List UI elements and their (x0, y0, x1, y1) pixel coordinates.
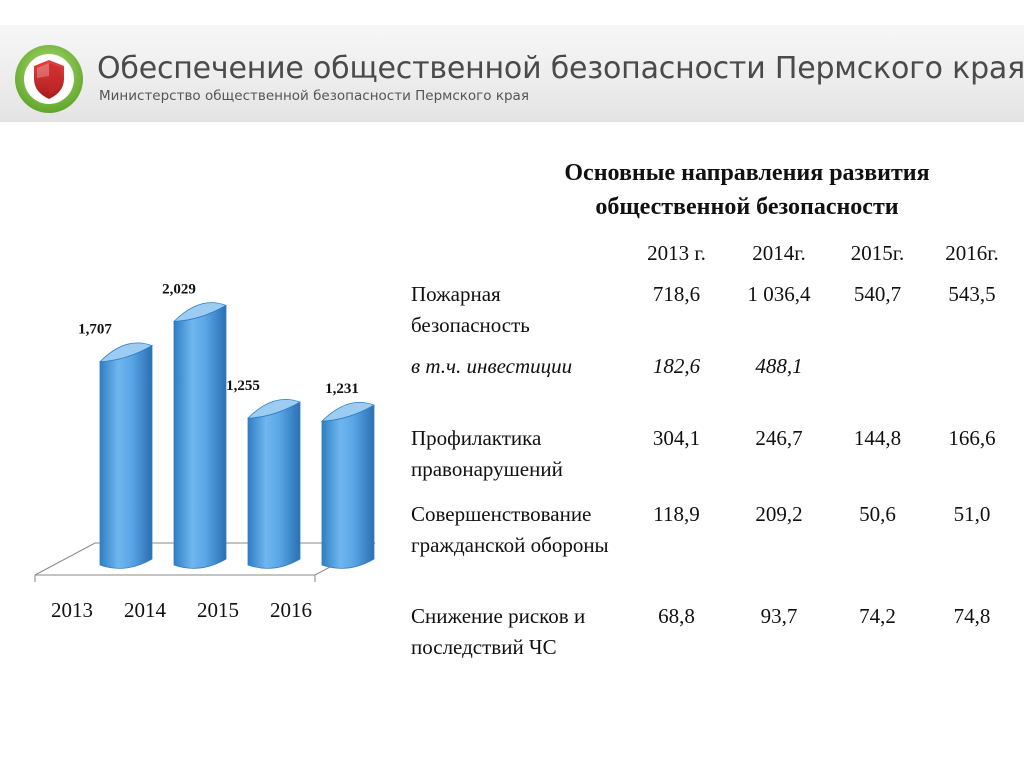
chart-bar-body (173, 304, 227, 569)
chart-x-tick: 2016 (270, 598, 312, 622)
table-row: Совершенствование гражданской обороны 11… (405, 491, 1018, 593)
table-cell: 51,0 (953, 502, 991, 526)
table-cell: 93,7 (760, 604, 798, 628)
table-cell: 1 036,4 (747, 282, 811, 306)
chart-bar-body (321, 404, 375, 569)
data-table: 2013 г. 2014г. 2015г. 2016г. Пожарная бе… (405, 235, 1018, 693)
row-label: Пожарная безопасность (411, 282, 530, 337)
table-cell: 182,6 (652, 354, 701, 378)
table-row: в т.ч. инвестиции 182,6 488,1 (405, 343, 1018, 415)
chart-x-tick: 2013 (51, 598, 93, 622)
table-header-cell: 2013 г. (647, 240, 706, 265)
chart-canvas: 1,707 2,029 1,255 1,231 2013 2014 2015 2016 (34, 281, 376, 622)
chart-bar-body (247, 401, 301, 569)
header-banner: Обеспечение общественной безопасности Пе… (0, 25, 1024, 122)
chart-data-label: 1,707 (78, 322, 112, 338)
chart-bar-top (320, 401, 375, 422)
main-title-line2: общественной безопасности (595, 194, 899, 220)
table-cell: 144,8 (853, 426, 902, 450)
chart-bar (98, 342, 153, 569)
main-title: Основные направления развития общественн… (508, 156, 986, 224)
table-cell: 68,8 (658, 604, 695, 628)
chart-x-tick: 2015 (197, 598, 239, 622)
table-cell: 209,2 (755, 502, 803, 526)
row-label: Профилактика правонарушений (411, 426, 563, 481)
chart-bar (246, 398, 301, 569)
shield-icon (14, 44, 84, 114)
chart-data-label: 2,029 (162, 281, 196, 297)
table-cell: 74,8 (953, 604, 991, 628)
table-cell: 718,6 (652, 282, 701, 306)
table-header-cell: 2016г. (945, 240, 999, 265)
row-label: в т.ч. инвестиции (411, 354, 573, 378)
chart-bar-top (98, 342, 153, 363)
table-cell (926, 343, 1018, 415)
table-cell: 166,6 (948, 426, 996, 450)
table-cell (829, 343, 926, 415)
bar-chart: 1,707 2,029 1,255 1,231 2013 2014 2015 2016 (25, 280, 376, 630)
chart-bar (172, 302, 227, 569)
chart-data-label: 1,255 (226, 378, 260, 394)
chart-bar-top (172, 302, 227, 322)
table-header-cell: 2015г. (850, 240, 905, 265)
table-row: Профилактика правонарушений 304,1 246,7 … (405, 415, 1018, 491)
row-label: Совершенствование гражданской обороны (411, 502, 609, 557)
table-cell: 304,1 (652, 426, 701, 450)
table-cell: 540,7 (853, 282, 902, 306)
main-title-line1: Основные направления развития (564, 160, 930, 186)
chart-floor (34, 542, 376, 582)
table-header-row: 2013 г. 2014г. 2015г. 2016г. (405, 235, 1018, 271)
table-header-empty (405, 235, 624, 271)
table-row: Снижение рисков и последствий ЧС 68,8 93… (405, 593, 1018, 693)
table-cell: 488,1 (755, 354, 803, 378)
table-cell: 543,5 (948, 282, 996, 306)
chart-bar-body (99, 344, 153, 569)
header-subtitle: Министерство общественной безопасности П… (99, 88, 529, 104)
table-cell: 118,9 (653, 502, 700, 526)
chart-bar (320, 401, 375, 569)
table-header-cell: 2014г. (752, 240, 806, 265)
table-cell: 74,2 (859, 604, 896, 628)
chart-x-tick: 2014 (124, 598, 167, 622)
header-title: Обеспечение общественной безопасности Пе… (97, 51, 1024, 86)
table-cell: 50,6 (859, 502, 896, 526)
chart-bar-top (246, 398, 301, 419)
table-cell: 246,7 (755, 426, 803, 450)
chart-data-label: 1,231 (325, 381, 359, 397)
row-label: Снижение рисков и последствий ЧС (411, 604, 586, 659)
table-row: Пожарная безопасность 718,6 1 036,4 540,… (405, 271, 1018, 343)
